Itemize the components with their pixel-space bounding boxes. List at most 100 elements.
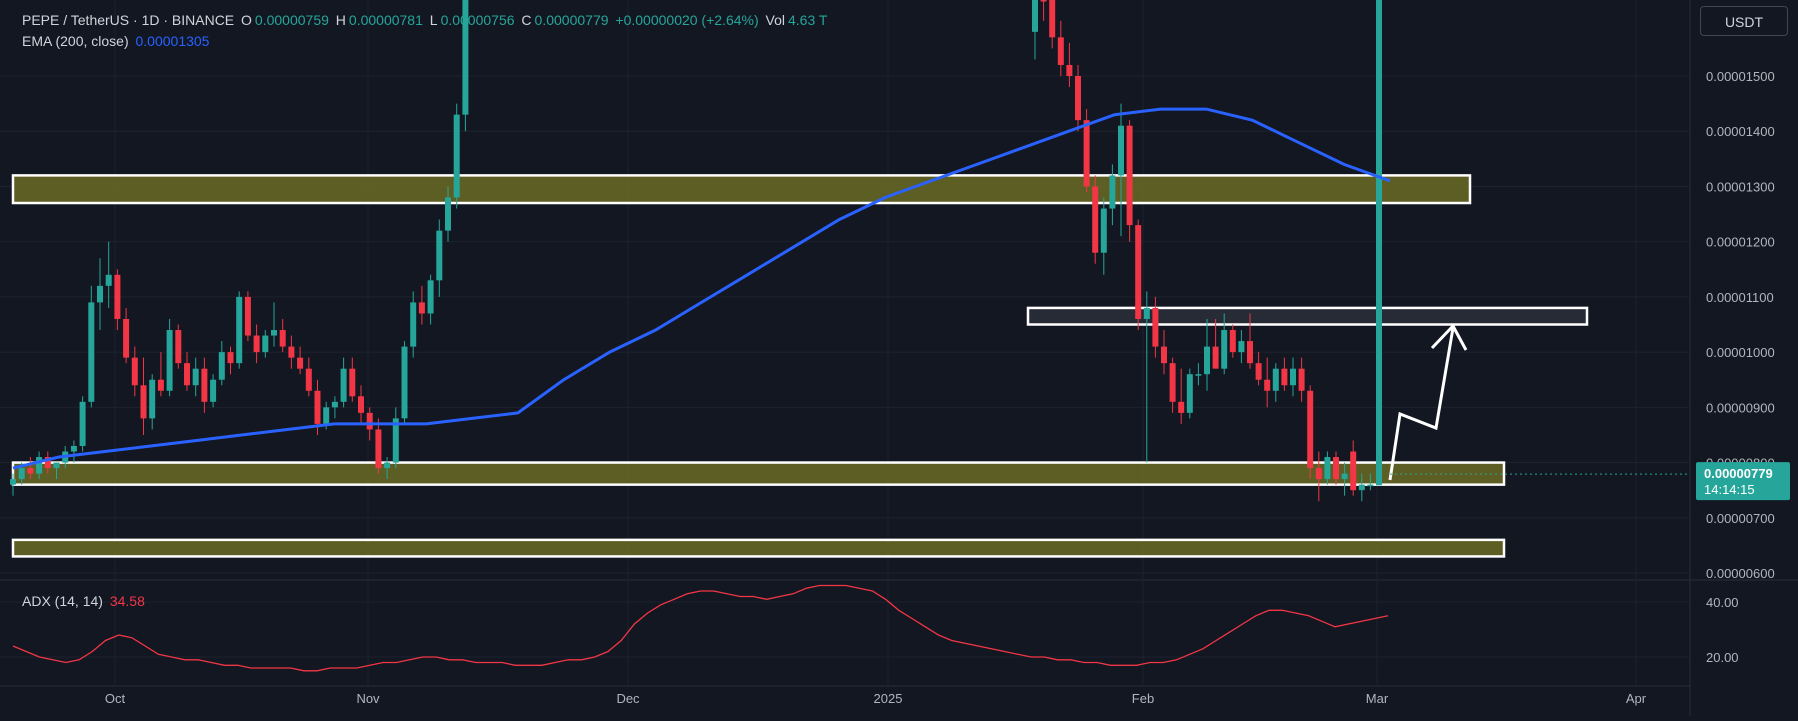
price-tag	[1696, 462, 1790, 501]
candle-body	[1229, 330, 1236, 353]
candle-body	[1032, 0, 1038, 32]
price-tick-label: 0.00001200	[1706, 235, 1775, 250]
projection-arrow	[1388, 327, 1455, 481]
candle-body	[114, 274, 121, 319]
low-value: 0.00000756	[440, 12, 515, 28]
close-value: 0.00000779	[534, 12, 609, 28]
candle-body	[1204, 346, 1210, 375]
candle-body	[1143, 307, 1150, 319]
candle-body	[1290, 368, 1296, 386]
candle-body	[366, 412, 373, 430]
candle-body	[314, 390, 321, 424]
candle-body	[131, 357, 138, 386]
candle-body	[1367, 484, 1374, 487]
adx-value: 34.58	[109, 593, 145, 609]
ema-legend: EMA (200, close) 0.00001305	[22, 33, 212, 49]
price-tick-label: 0.00001000	[1706, 345, 1775, 360]
candle-body	[1376, 0, 1382, 486]
candle-body	[1212, 346, 1219, 369]
candle-body	[1264, 379, 1271, 391]
price-tick-label: 0.00000700	[1706, 511, 1775, 526]
candle-body	[305, 368, 312, 391]
price-tick-label: 0.00001500	[1706, 69, 1775, 84]
candle-body	[1152, 307, 1159, 347]
candle-body	[70, 445, 77, 452]
candle-body	[1083, 120, 1090, 187]
candle-body	[175, 330, 182, 364]
low-label: L	[429, 12, 438, 28]
candle-body	[10, 479, 16, 485]
candle-body	[1092, 186, 1099, 253]
change-value: +0.00000020 (+2.64%)	[615, 12, 759, 28]
candle-body	[244, 296, 251, 336]
adx-tick-label: 40.00	[1706, 595, 1739, 610]
candle-body	[436, 230, 443, 281]
candle-body	[157, 379, 164, 391]
candle-body	[1341, 473, 1348, 480]
candle-body	[184, 363, 190, 386]
adx-label: ADX (14, 14)	[22, 593, 103, 609]
candle-body	[1169, 363, 1176, 402]
ema-value: 0.00001305	[135, 33, 210, 49]
sr-zone	[11, 461, 1506, 486]
candle-body	[1075, 76, 1081, 121]
price-tick-label: 0.00000900	[1706, 400, 1775, 415]
candle-body	[1109, 175, 1116, 209]
time-tick-label: Apr	[1626, 691, 1647, 706]
candle-body	[97, 285, 103, 303]
price-tag-countdown: 14:14:15	[1704, 482, 1755, 497]
adx-tick-label: 20.00	[1706, 650, 1739, 665]
time-tick-label: Oct	[105, 691, 126, 706]
time-tick-label: Dec	[616, 691, 640, 706]
candle-body	[44, 457, 51, 469]
time-tick-label: 2025	[874, 691, 903, 706]
candle-body	[462, 0, 469, 115]
candle-body	[1066, 64, 1073, 76]
open-label: O	[241, 12, 252, 28]
candle-body	[123, 318, 130, 358]
currency-button[interactable]: USDT	[1700, 6, 1788, 36]
candle-body	[1281, 368, 1288, 386]
candle-body	[1358, 484, 1365, 491]
candle-body	[445, 197, 451, 231]
candle-body	[36, 457, 43, 474]
symbol-label: PEPE / TetherUS · 1D · BINANCE	[22, 12, 235, 28]
candle-body	[1350, 451, 1357, 491]
candle-body	[349, 368, 356, 397]
candle-body	[1307, 390, 1314, 469]
candle-body	[401, 346, 408, 419]
vol-label: Vol	[765, 12, 785, 28]
candle-layer	[10, 0, 1382, 502]
candle-body	[27, 468, 34, 474]
candle-body	[1135, 225, 1142, 319]
sr-zone	[11, 174, 1472, 205]
candle-body	[297, 357, 304, 369]
candle-body	[1324, 457, 1331, 480]
candle-body	[1161, 346, 1167, 364]
adx-layer	[12, 584, 1389, 672]
candle-body	[1178, 401, 1185, 413]
candle-body	[1255, 363, 1262, 380]
candle-body	[166, 330, 173, 391]
candle-body	[427, 280, 434, 314]
candle-body	[18, 468, 25, 480]
candle-body	[1238, 341, 1245, 353]
candle-body	[262, 335, 269, 353]
candle-body	[358, 396, 364, 413]
price-tick-label: 0.00001100	[1706, 290, 1774, 305]
close-label: C	[521, 12, 532, 28]
candle-body	[1126, 125, 1133, 226]
open-value: 0.00000759	[254, 12, 329, 28]
candle-body	[1195, 374, 1202, 376]
candle-body	[140, 385, 147, 419]
vol-value: 4.63 T	[788, 12, 828, 28]
price-tag-value: 0.00000779	[1704, 466, 1773, 481]
price-tick-label: 0.00001400	[1706, 124, 1775, 139]
candle-body	[1333, 457, 1339, 480]
candle-body	[453, 114, 460, 198]
arrow-layer	[1388, 323, 1468, 481]
candle-body	[384, 462, 391, 469]
